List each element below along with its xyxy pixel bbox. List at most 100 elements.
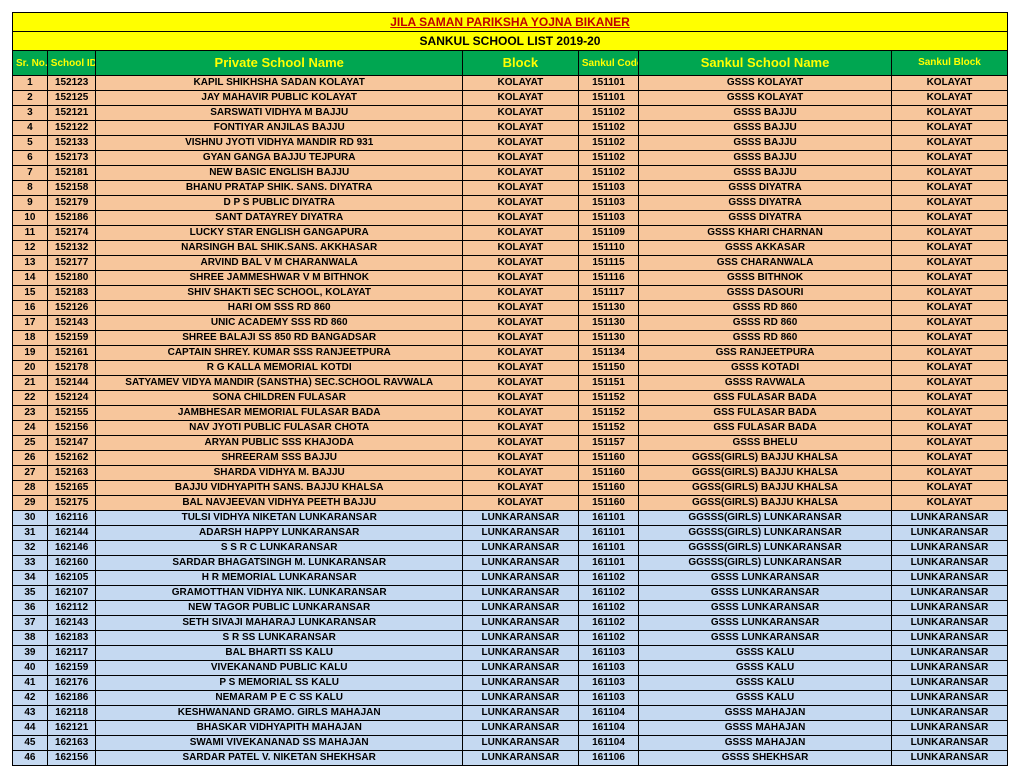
cell-block: KOLAYAT <box>462 316 578 331</box>
cell-sr: 23 <box>13 406 48 421</box>
cell-sid: 152174 <box>47 226 96 241</box>
table-row: 9152179D P S PUBLIC DIYATRAKOLAYAT151103… <box>13 196 1008 211</box>
cell-sr: 21 <box>13 376 48 391</box>
cell-sid: 162186 <box>47 691 96 706</box>
cell-scode: 161104 <box>578 736 638 751</box>
cell-sid: 152178 <box>47 361 96 376</box>
cell-sid: 152155 <box>47 406 96 421</box>
cell-sid: 152161 <box>47 346 96 361</box>
cell-scode: 161101 <box>578 541 638 556</box>
cell-block: KOLAYAT <box>462 406 578 421</box>
cell-sr: 33 <box>13 556 48 571</box>
table-row: 2152125JAY MAHAVIR PUBLIC KOLAYATKOLAYAT… <box>13 91 1008 106</box>
cell-sname: GSSS KALU <box>639 676 892 691</box>
cell-pname: SHARDA VIDHYA M. BAJJU <box>96 466 462 481</box>
cell-scode: 151152 <box>578 421 638 436</box>
cell-sr: 40 <box>13 661 48 676</box>
cell-sblock: LUNKARANSAR <box>891 646 1007 661</box>
cell-sid: 152121 <box>47 106 96 121</box>
table-row: 30162116TULSI VIDHYA NIKETAN LUNKARANSAR… <box>13 511 1008 526</box>
cell-block: LUNKARANSAR <box>462 556 578 571</box>
table-row: 12152132NARSINGH BAL SHIK.SANS. AKKHASAR… <box>13 241 1008 256</box>
cell-sr: 18 <box>13 331 48 346</box>
cell-sname: GSSS LUNKARANSAR <box>639 601 892 616</box>
table-row: 14152180SHREE JAMMESHWAR V M BITHNOKKOLA… <box>13 271 1008 286</box>
table-row: 7152181NEW BASIC ENGLISH BAJJUKOLAYAT151… <box>13 166 1008 181</box>
cell-sblock: KOLAYAT <box>891 391 1007 406</box>
cell-pname: SHREERAM SSS BAJJU <box>96 451 462 466</box>
cell-sr: 15 <box>13 286 48 301</box>
cell-scode: 151102 <box>578 166 638 181</box>
cell-block: KOLAYAT <box>462 136 578 151</box>
cell-scode: 151130 <box>578 331 638 346</box>
cell-sblock: LUNKARANSAR <box>891 721 1007 736</box>
table-row: 21152144SATYAMEV VIDYA MANDIR (SANSTHA) … <box>13 376 1008 391</box>
cell-sr: 8 <box>13 181 48 196</box>
cell-sr: 25 <box>13 436 48 451</box>
cell-sr: 10 <box>13 211 48 226</box>
cell-sr: 43 <box>13 706 48 721</box>
cell-sblock: KOLAYAT <box>891 451 1007 466</box>
cell-scode: 151152 <box>578 406 638 421</box>
cell-sid: 152180 <box>47 271 96 286</box>
cell-sid: 162116 <box>47 511 96 526</box>
table-row: 27152163SHARDA VIDHYA M. BAJJUKOLAYAT151… <box>13 466 1008 481</box>
cell-scode: 161101 <box>578 526 638 541</box>
cell-scode: 151101 <box>578 91 638 106</box>
cell-sname: GGSS(GIRLS) BAJJU KHALSA <box>639 496 892 511</box>
cell-pname: LUCKY STAR ENGLISH GANGAPURA <box>96 226 462 241</box>
cell-sblock: KOLAYAT <box>891 181 1007 196</box>
cell-block: LUNKARANSAR <box>462 721 578 736</box>
cell-pname: KESHWANAND GRAMO. GIRLS MAHAJAN <box>96 706 462 721</box>
cell-sname: GSSS KALU <box>639 646 892 661</box>
cell-block: KOLAYAT <box>462 271 578 286</box>
cell-scode: 151103 <box>578 181 638 196</box>
cell-block: LUNKARANSAR <box>462 676 578 691</box>
cell-pname: NARSINGH BAL SHIK.SANS. AKKHASAR <box>96 241 462 256</box>
cell-sname: GSSS KALU <box>639 661 892 676</box>
cell-block: LUNKARANSAR <box>462 571 578 586</box>
cell-pname: SHREE BALAJI SS 850 RD BANGADSAR <box>96 331 462 346</box>
cell-sblock: KOLAYAT <box>891 481 1007 496</box>
cell-scode: 161103 <box>578 676 638 691</box>
table-row: 41162176P S MEMORIAL SS KALULUNKARANSAR1… <box>13 676 1008 691</box>
cell-sr: 3 <box>13 106 48 121</box>
cell-sblock: LUNKARANSAR <box>891 751 1007 766</box>
cell-sid: 152144 <box>47 376 96 391</box>
cell-sid: 152175 <box>47 496 96 511</box>
cell-sblock: LUNKARANSAR <box>891 736 1007 751</box>
cell-pname: R G KALLA MEMORIAL KOTDI <box>96 361 462 376</box>
table-row: 32162146S S R C LUNKARANSARLUNKARANSAR16… <box>13 541 1008 556</box>
cell-block: LUNKARANSAR <box>462 631 578 646</box>
cell-pname: FONTIYAR ANJILAS BAJJU <box>96 121 462 136</box>
cell-sid: 162143 <box>47 616 96 631</box>
cell-sname: GSSS LUNKARANSAR <box>639 631 892 646</box>
cell-scode: 151102 <box>578 106 638 121</box>
table-row: 37162143SETH SIVAJI MAHARAJ LUNKARANSARL… <box>13 616 1008 631</box>
cell-block: LUNKARANSAR <box>462 616 578 631</box>
cell-sr: 27 <box>13 466 48 481</box>
cell-scode: 151116 <box>578 271 638 286</box>
cell-sname: GSSS KOLAYAT <box>639 91 892 106</box>
header-block: Block <box>462 51 578 76</box>
cell-block: KOLAYAT <box>462 466 578 481</box>
cell-sname: GSSS BITHNOK <box>639 271 892 286</box>
cell-sblock: KOLAYAT <box>891 406 1007 421</box>
cell-scode: 151102 <box>578 136 638 151</box>
cell-sblock: KOLAYAT <box>891 136 1007 151</box>
cell-sid: 162146 <box>47 541 96 556</box>
cell-scode: 161102 <box>578 616 638 631</box>
cell-pname: S R SS LUNKARANSAR <box>96 631 462 646</box>
cell-sblock: KOLAYAT <box>891 256 1007 271</box>
cell-sname: GSS FULASAR BADA <box>639 391 892 406</box>
cell-sid: 152123 <box>47 76 96 91</box>
cell-sid: 152158 <box>47 181 96 196</box>
cell-sid: 162176 <box>47 676 96 691</box>
cell-sname: GSSS MAHAJAN <box>639 721 892 736</box>
cell-sname: GSSS KHARI CHARNAN <box>639 226 892 241</box>
table-row: 35162107GRAMOTTHAN VIDHYA NIK. LUNKARANS… <box>13 586 1008 601</box>
cell-scode: 161106 <box>578 751 638 766</box>
cell-sid: 152124 <box>47 391 96 406</box>
cell-sr: 12 <box>13 241 48 256</box>
header-sankulcode: Sankul Code <box>578 51 638 76</box>
